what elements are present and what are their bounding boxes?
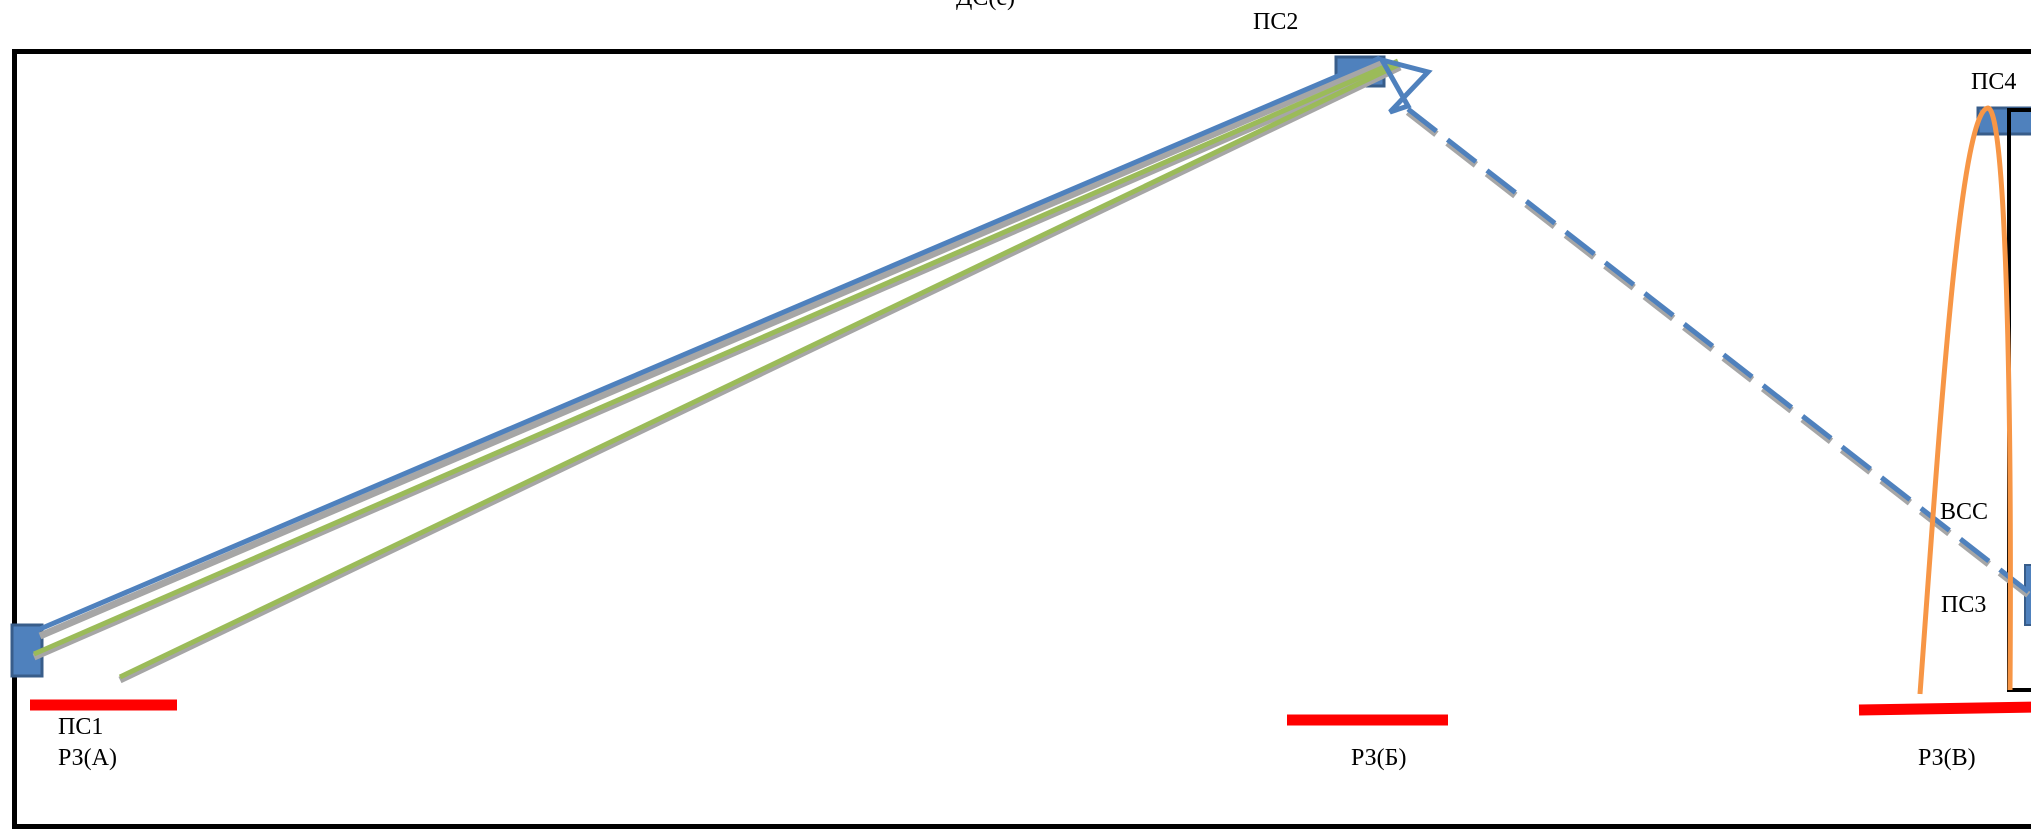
label-rz-v: РЗ(В) [1918, 745, 1976, 771]
label-ps2: ПС2 [1253, 9, 1299, 35]
line-ps1-ps2-green-1 [33, 58, 1399, 657]
line-ps1-ps2-gray-3 [118, 63, 1402, 684]
line-ps1-ps2-gray-2 [32, 60, 1400, 661]
label-rz-a: РЗ(А) [58, 745, 117, 771]
bow-tie-icon [1376, 56, 1433, 115]
dashed-line-ps2-ps3 [1406, 107, 2031, 598]
line-ps1-ps2-green-2 [118, 61, 1402, 680]
label-ps3: ПС3 [1941, 592, 1987, 618]
label-vss: ВСС [1940, 499, 1989, 525]
label-ps1: ПС1 [58, 714, 104, 740]
line-ps1-ps2-blue [39, 55, 1381, 632]
red-bar-v [1858, 701, 2031, 716]
label-ps4: ПС4 [1971, 69, 2017, 95]
orange-arc-ps4 [1917, 105, 2013, 695]
line-ps1-ps2-gray-shadow [38, 58, 1384, 640]
label-rz-b: РЗ(Б) [1351, 745, 1407, 771]
label-top-cut: ДС(с) [956, 0, 1015, 10]
dashed-line-ps2-ps3-shadow [1405, 109, 2031, 602]
